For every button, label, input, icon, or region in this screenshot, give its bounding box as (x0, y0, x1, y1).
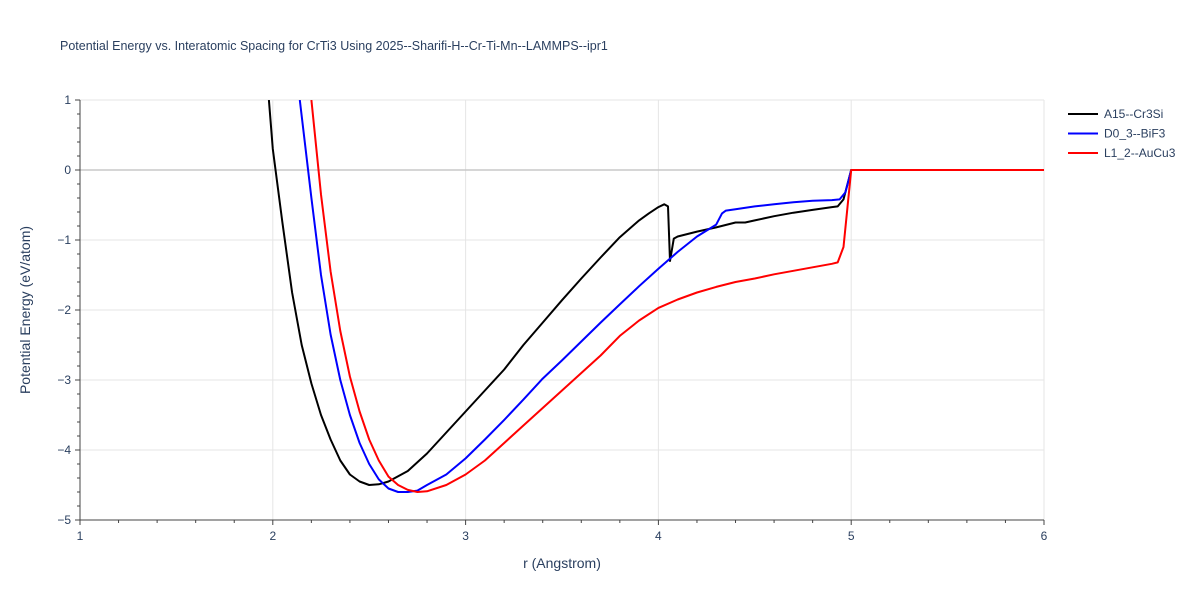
chart-title: Potential Energy vs. Interatomic Spacing… (60, 39, 608, 53)
x-tick-label: 4 (655, 529, 662, 543)
y-tick-label: −5 (57, 513, 71, 527)
x-tick-label: 1 (77, 529, 84, 543)
series-layer (267, 100, 1044, 493)
series-line-0 (267, 100, 1044, 486)
tick-labels: 1 2 3 4 5 6 1 0 −1 −2 −3 −4 −5 (57, 93, 1047, 543)
y-tick-label: −2 (57, 303, 71, 317)
y-tick-label: −1 (57, 233, 71, 247)
legend-label: D0_3--BiF3 (1104, 127, 1166, 141)
y-tick-label: 1 (64, 93, 71, 107)
x-tick-label: 3 (462, 529, 469, 543)
axes (75, 99, 1045, 525)
x-tick-label: 6 (1041, 529, 1048, 543)
y-tick-label: −4 (57, 443, 71, 457)
y-tick-label: −3 (57, 373, 71, 387)
series-line-2 (310, 100, 1044, 493)
legend[interactable]: A15--Cr3Si D0_3--BiF3 L1_2--AuCu3 (1068, 107, 1176, 160)
legend-item[interactable]: D0_3--BiF3 (1068, 127, 1166, 141)
legend-item[interactable]: L1_2--AuCu3 (1068, 146, 1176, 160)
x-tick-label: 2 (269, 529, 276, 543)
legend-item[interactable]: A15--Cr3Si (1068, 107, 1163, 121)
y-axis-title: Potential Energy (eV/atom) (17, 226, 33, 394)
series-line-1 (298, 100, 1044, 493)
x-tick-label: 5 (848, 529, 855, 543)
x-axis-title: r (Angstrom) (523, 555, 601, 571)
grid-lines (80, 99, 1045, 520)
y-tick-label: 0 (64, 163, 71, 177)
legend-label: A15--Cr3Si (1104, 107, 1163, 121)
legend-label: L1_2--AuCu3 (1104, 146, 1176, 160)
